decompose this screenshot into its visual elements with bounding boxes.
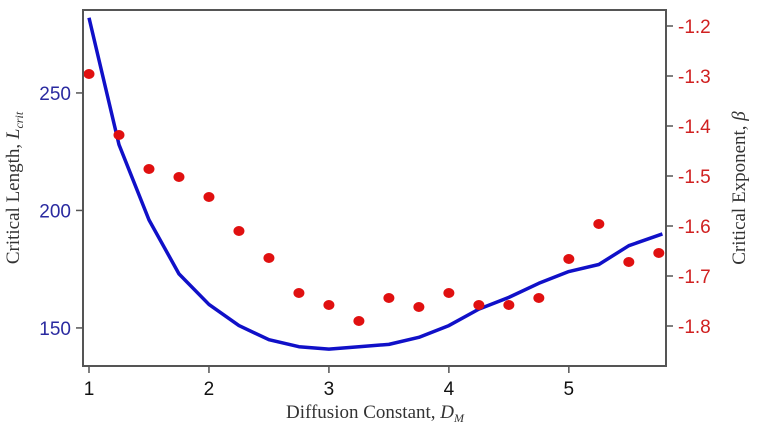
critical-exponent-point [383,293,395,303]
critical-exponent-point [593,219,605,229]
critical-exponent-point [233,226,245,236]
critical-length-line [87,17,663,351]
critical-exponent-point [533,293,545,303]
critical-exponent-point [473,300,485,310]
y-left-tick-label: 250 [39,84,71,105]
critical-exponent-point [353,316,365,326]
x-tick-label: 4 [444,379,455,400]
critical-exponent-point [263,253,275,263]
critical-exponent-point [173,172,185,182]
y-right-tick-label: -1.7 [678,267,711,288]
critical-exponent-point [623,257,635,267]
critical-exponent-point [113,130,125,140]
critical-exponent-point [503,300,515,310]
y-left-axis-label: Critical Length, Lcrit [3,111,26,264]
y-right-tick-label: -1.4 [678,117,711,138]
critical-exponent-point [83,69,95,79]
y-left-tick-label: 200 [39,201,71,222]
y-right-tick-label: -1.2 [678,17,711,38]
critical-exponent-point [443,288,455,298]
critical-exponent-point [413,302,425,312]
y-right-tick-label: -1.6 [678,217,711,238]
y-right-tick-label: -1.5 [678,167,711,188]
critical-exponent-point [203,192,215,202]
x-axis-label: Diffusion Constant, DM [286,402,465,425]
y-right-tick-label: -1.3 [678,67,711,88]
x-tick-label: 3 [324,379,335,400]
y-left-tick-label: 150 [39,319,71,340]
plot-frame [82,9,667,367]
x-tick-label: 1 [84,379,95,400]
x-tick-label: 5 [564,379,575,400]
y-right-tick-label: -1.8 [678,317,711,338]
critical-exponent-point [323,300,335,310]
y-right-axis-label: Critical Exponent, β [729,111,750,265]
critical-exponent-point [563,254,575,264]
critical-exponent-point [143,164,155,174]
critical-exponent-point [293,288,305,298]
x-tick-label: 2 [204,379,215,400]
critical-exponent-point [653,248,665,258]
